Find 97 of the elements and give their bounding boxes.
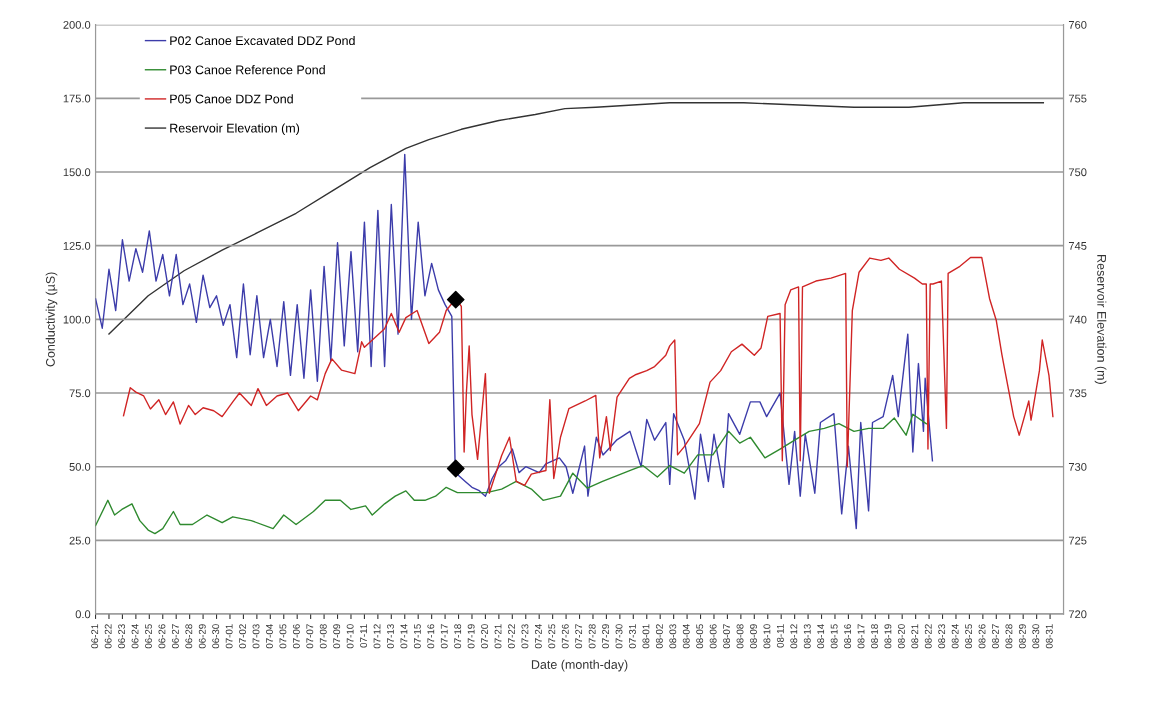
y-tick-label: 150.0	[63, 168, 91, 177]
x-tick-label: 08-02	[655, 624, 663, 649]
x-tick-label: 08-30	[1032, 624, 1040, 649]
x-tick-label: 07-29	[602, 624, 610, 649]
x-tick-label: 07-09	[333, 624, 341, 649]
x-tick-label: 08-26	[978, 624, 986, 649]
x-tick-label: 07-22	[508, 624, 515, 649]
x-tick-label: 07-03	[252, 624, 260, 649]
x-tick-label: 07-23	[521, 624, 529, 649]
x-tick-label: 08-03	[669, 624, 677, 649]
x-tick-label: 07-12	[373, 624, 381, 649]
x-tick-label: 07-15	[413, 624, 421, 649]
y-tick-label: 200.0	[63, 20, 91, 29]
y2-tick-label: 730	[1068, 462, 1087, 471]
y-tick-label: 50.0	[69, 462, 91, 471]
x-tick-label: 08-19	[884, 624, 892, 649]
y-tick-label: 75.0	[69, 389, 91, 398]
x-tick-label: 07-26	[561, 624, 569, 649]
x-tick-label: 08-12	[790, 624, 798, 649]
x-tick-label: 08-10	[763, 624, 771, 649]
x-tick-label: 07-19	[467, 624, 475, 649]
legend-label: Reservoir Elevation (m)	[170, 123, 300, 136]
x-tick-label: 07-18	[454, 624, 462, 649]
x-tick-label: 08-14	[817, 624, 825, 649]
y2-tick-label: 720	[1068, 610, 1087, 619]
y-tick-label: 25.0	[69, 536, 91, 545]
x-tick-label: 08-18	[871, 624, 878, 649]
x-tick-label: 08-20	[897, 624, 905, 649]
y-tick-label: 100.0	[63, 315, 91, 324]
y-tick-label: 125.0	[63, 241, 91, 250]
x-tick-label: 06-30	[212, 624, 220, 649]
x-tick-label: 08-04	[682, 624, 690, 649]
y-tick-label: 175.0	[63, 94, 91, 103]
x-tick-label: 07-10	[346, 624, 354, 649]
legend-label: P03 Canoe Reference Pond	[170, 65, 325, 75]
y2-tick-label: 745	[1068, 242, 1087, 250]
x-tick-label: 07-20	[481, 624, 489, 649]
y-axis-title: Conductivity (µS)	[45, 272, 58, 367]
x-tick-label: 06-29	[198, 624, 206, 649]
x-tick-label: 07-27	[575, 624, 583, 649]
y-tick-label: 0.0	[75, 610, 91, 619]
y2-tick-label: 760	[1068, 20, 1087, 29]
x-tick-label: 08-07	[723, 624, 731, 649]
x-tick-label: 07-17	[440, 624, 448, 649]
legend-label: P05 Canoe DDZ Pond	[170, 94, 293, 104]
y2-axis-title: Reservoir Elevation (m)	[1094, 255, 1107, 384]
x-tick-label: 06-23	[118, 624, 126, 649]
x-tick-label: 08-15	[830, 624, 838, 649]
x-tick-label: 07-08	[319, 624, 327, 649]
x-tick-label: 07-28	[588, 624, 596, 649]
x-tick-label: 06-24	[131, 624, 139, 649]
x-axis-title: Date (month-day)	[531, 659, 628, 672]
y2-tick-label: 725	[1068, 536, 1087, 545]
x-tick-label: 06-27	[171, 624, 179, 649]
x-tick-label: 07-06	[292, 624, 300, 649]
x-tick-label: 06-26	[158, 624, 166, 649]
x-tick-label: 08-29	[1018, 624, 1026, 649]
x-tick-label: 07-16	[427, 624, 435, 649]
legend-label: P02 Canoe Excavated DDZ Pond	[170, 35, 355, 46]
x-tick-label: 07-31	[629, 624, 636, 649]
x-tick-label: 07-13	[387, 624, 394, 649]
x-tick-label: 08-31	[1045, 624, 1053, 649]
x-tick-label: 07-02	[239, 624, 247, 649]
y2-tick-label: 755	[1068, 94, 1087, 103]
x-tick-label: 07-11	[360, 624, 368, 648]
x-tick-label: 08-05	[696, 624, 704, 649]
y2-tick-label: 735	[1068, 389, 1087, 398]
x-tick-label: 07-04	[266, 624, 273, 649]
x-tick-label: 07-01	[225, 624, 233, 649]
x-tick-label: 07-14	[400, 624, 408, 649]
y2-tick-label: 740	[1068, 315, 1087, 324]
x-tick-label: 08-22	[924, 624, 932, 649]
x-tick-label: 08-28	[1005, 624, 1013, 649]
x-tick-label: 06-25	[145, 624, 152, 649]
x-tick-label: 07-24	[534, 624, 542, 649]
x-tick-label: 08-11	[776, 624, 784, 648]
x-tick-label: 08-16	[844, 624, 852, 649]
x-tick-label: 08-27	[992, 624, 999, 649]
x-tick-label: 08-17	[857, 624, 865, 649]
x-tick-label: 07-05	[279, 624, 287, 649]
x-tick-label: 06-21	[91, 624, 99, 649]
x-tick-label: 08-21	[911, 624, 919, 649]
y2-tick-label: 750	[1068, 168, 1087, 177]
x-tick-label: 08-24	[951, 624, 959, 649]
x-tick-label: 06-28	[185, 624, 193, 649]
x-tick-label: 07-25	[548, 624, 556, 649]
x-tick-label: 08-13	[803, 624, 811, 649]
x-tick-label: 07-21	[494, 624, 502, 649]
x-tick-label: 08-09	[750, 624, 757, 649]
x-tick-label: 08-08	[736, 624, 744, 649]
x-tick-label: 07-30	[615, 624, 623, 649]
x-tick-label: 08-25	[965, 624, 973, 649]
x-tick-label: 08-01	[642, 624, 650, 649]
x-tick-label: 08-06	[709, 624, 717, 649]
x-tick-label: 07-07	[306, 624, 314, 649]
x-tick-label: 08-23	[938, 624, 946, 649]
x-tick-label: 06-22	[104, 624, 112, 649]
